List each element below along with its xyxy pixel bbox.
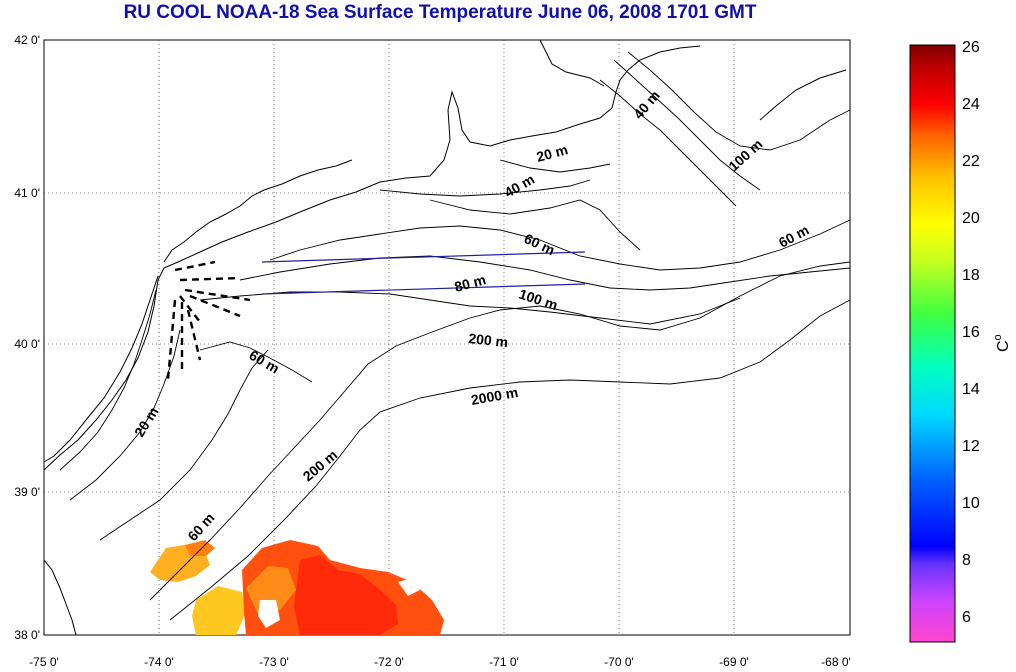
transects [166, 251, 586, 381]
colorbar-tick: 10 [962, 495, 980, 512]
x-tick-label: -74 0' [144, 655, 174, 669]
x-tick-label: -69 0' [719, 655, 749, 669]
colorbar-unit-superscript: o [992, 334, 1004, 340]
x-tick-label: -70 0' [604, 655, 634, 669]
colorbar: 26 24 22 20 18 16 14 12 10 8 6 Co [909, 39, 1012, 643]
y-tick-label: 41 0' [14, 186, 40, 200]
colorbar-tick: 14 [962, 381, 980, 398]
x-tick-label: -71 0' [489, 655, 519, 669]
map-title: RU COOL NOAA-18 Sea Surface Temperature … [123, 2, 757, 23]
contour-label-80m: 80 m [453, 271, 488, 295]
coastline [43, 39, 847, 636]
colorbar-unit: Co [992, 334, 1012, 352]
colorbar-tick: 6 [962, 609, 971, 626]
y-tick-label: 40 0' [14, 337, 40, 351]
colorbar-tick: 24 [962, 96, 980, 113]
x-tick-label: -75 0' [29, 655, 59, 669]
bathymetry-contours [59, 51, 851, 621]
colorbar-tick: 16 [962, 324, 980, 341]
sst-data [150, 540, 444, 635]
x-tick-label: -68 0' [821, 655, 851, 669]
colorbar-gradient [909, 44, 956, 643]
colorbar-tick: 18 [962, 267, 980, 284]
contour-label-20m: 20 m [535, 141, 570, 165]
colorbar-tick: 8 [962, 552, 971, 569]
colorbar-unit-letter: C [995, 340, 1012, 352]
x-tick-label: -72 0' [374, 655, 404, 669]
x-axis: -75 0' -74 0' -73 0' -72 0' -71 0' -70 0… [29, 655, 851, 669]
y-tick-label: 42 0' [14, 33, 40, 47]
colorbar-tick: 20 [962, 210, 980, 227]
y-tick-label: 38 0' [14, 628, 40, 642]
plot-frame [43, 39, 851, 636]
colorbar-tick: 26 [962, 39, 980, 56]
contour-label-200m-a: 200 m [468, 330, 509, 350]
colorbar-tick: 12 [962, 438, 980, 455]
y-tick-label: 39 0' [14, 485, 40, 499]
y-axis: 42 0' 41 0' 40 0' 39 0' 38 0' [14, 33, 40, 642]
colorbar-tick: 22 [962, 153, 980, 170]
x-tick-label: -73 0' [259, 655, 289, 669]
